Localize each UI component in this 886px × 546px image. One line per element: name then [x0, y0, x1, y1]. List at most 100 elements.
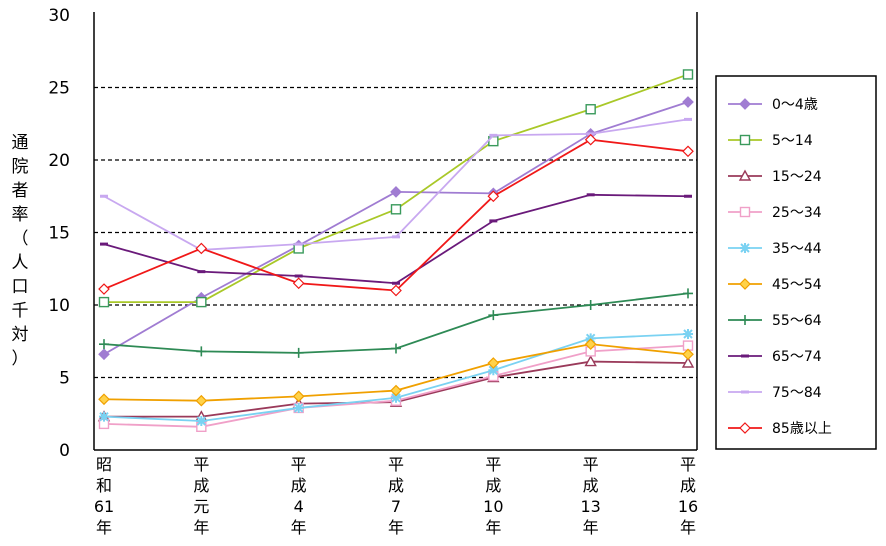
legend-entry: 75～84 — [728, 385, 822, 401]
x-tick-label-part: 成 — [193, 476, 209, 495]
x-tick-label-part: 16 — [678, 497, 698, 516]
series — [100, 193, 692, 285]
x-tick-label-part: 年 — [388, 518, 404, 537]
x-tick-label-part: 年 — [680, 518, 696, 537]
y-axis-label-char: 率 — [12, 205, 29, 225]
data-point — [684, 194, 692, 198]
x-tick-label-part: 和 — [96, 476, 112, 495]
series — [99, 288, 693, 358]
legend-label: 25～34 — [772, 205, 822, 221]
series-line — [103, 118, 689, 251]
x-tick-label-part: 成 — [291, 476, 307, 495]
legend-entry: 45～54 — [728, 277, 822, 293]
y-tick-label: 20 — [48, 151, 70, 171]
legend-label: 45～54 — [772, 277, 822, 293]
x-tick-label-part: 成 — [485, 476, 501, 495]
legend-marker — [740, 243, 750, 253]
data-point — [585, 300, 596, 310]
data-point — [292, 390, 305, 403]
legend-label: 15～24 — [772, 169, 822, 185]
data-point — [100, 242, 108, 246]
legend-entry: 15～24 — [728, 169, 822, 185]
legend: 0～4歳 5～14 15～24 25～34 35～44 45～54 55～64 65～74 75… — [715, 75, 877, 450]
series — [98, 338, 694, 407]
x-tick-label-part: 平 — [583, 455, 599, 474]
data-point — [681, 356, 695, 368]
y-axis-label-char: 口 — [12, 277, 29, 297]
data-point — [390, 186, 402, 198]
series — [100, 117, 692, 252]
series-line — [103, 138, 689, 292]
y-tick-label: 10 — [48, 296, 70, 316]
x-tick-label: 平成 13 年 — [580, 455, 600, 537]
legend-entry: 85歳以上 — [728, 421, 832, 437]
x-tick-label-part: 4 — [294, 497, 304, 516]
x-tick-label-part: 10 — [483, 497, 503, 516]
legend-marker — [739, 98, 751, 110]
data-point — [293, 402, 304, 413]
x-tick-label-part: 元 — [193, 497, 209, 516]
y-tick-label: 5 — [59, 369, 70, 389]
legend-marker — [739, 278, 751, 290]
data-point — [100, 194, 108, 198]
x-tick-label: 昭和 61 年 — [94, 455, 114, 537]
x-tick-label: 平成 16 年 — [678, 455, 698, 537]
data-point — [584, 338, 597, 350]
data-point — [196, 416, 207, 426]
data-point — [392, 281, 400, 285]
series-line — [103, 101, 689, 356]
legend-marker — [739, 422, 751, 434]
y-axis-label-char: 対 — [12, 325, 29, 345]
data-point — [196, 296, 207, 308]
data-point — [487, 357, 500, 369]
series-lines — [97, 69, 695, 432]
y-axis-label-char: ） — [12, 349, 29, 369]
y-axis-label-char: 通 — [12, 133, 29, 153]
x-tick-label-part: 年 — [193, 518, 209, 537]
data-point — [98, 393, 110, 406]
y-tick-label: 30 — [48, 6, 70, 26]
y-axis-label-char: 者 — [12, 181, 29, 201]
series — [98, 96, 694, 361]
x-tick-label-part: 昭 — [96, 455, 112, 474]
y-tick-label: 25 — [48, 79, 70, 99]
legend-entry: 5～14 — [728, 133, 813, 149]
data-point — [392, 235, 400, 239]
y-axis-label-char: （ — [12, 229, 29, 249]
legend-label: 5～14 — [772, 133, 813, 149]
y-tick-labels: 0 5 10 15 20 25 30 — [48, 6, 70, 461]
x-tick-label-part: 平 — [291, 455, 307, 474]
data-point — [682, 96, 694, 108]
data-point — [98, 283, 110, 295]
legend-marker — [739, 134, 751, 146]
legend-marker — [740, 315, 750, 325]
series — [98, 69, 694, 308]
data-point — [99, 411, 109, 422]
data-point — [98, 348, 110, 361]
axes — [93, 12, 698, 451]
data-point — [98, 296, 110, 308]
x-tick-label-part: 年 — [583, 518, 599, 537]
x-tick-label: 平成 4 年 — [291, 455, 307, 537]
x-tick-label-part: 年 — [96, 518, 112, 537]
y-tick-label: 15 — [48, 224, 70, 244]
legend-label: 65～74 — [772, 349, 822, 365]
data-point — [585, 104, 596, 115]
legend-label: 0～4歳 — [772, 97, 818, 113]
x-tick-label-part: 平 — [680, 455, 696, 474]
x-tick-label-part: 年 — [291, 518, 307, 537]
legend-marker — [741, 354, 749, 358]
data-point — [584, 133, 597, 146]
x-tick-label-part: 平 — [485, 455, 501, 474]
data-point — [391, 392, 401, 403]
gridlines — [94, 86, 697, 379]
y-axis-label-char: 院 — [12, 157, 29, 177]
data-point — [196, 346, 207, 357]
data-point — [682, 348, 694, 361]
legend-marker — [739, 206, 751, 218]
data-point — [294, 242, 303, 246]
y-tick-label: 0 — [59, 441, 70, 461]
